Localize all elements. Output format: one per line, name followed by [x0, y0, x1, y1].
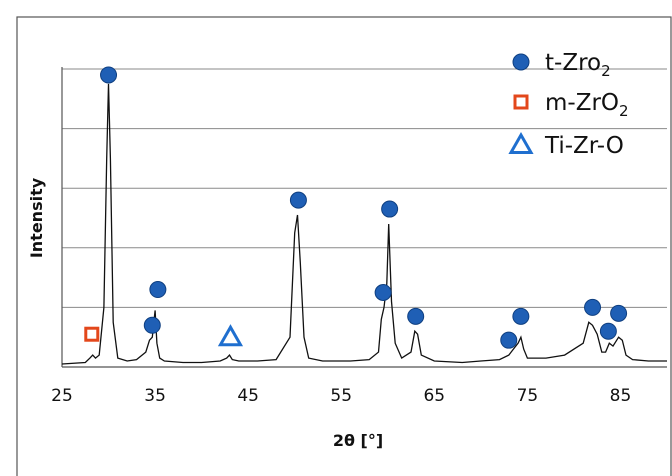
phase-marker [375, 285, 391, 301]
phase-marker [513, 308, 529, 324]
x-tick-label: 25 [51, 386, 73, 406]
phase-marker [408, 308, 424, 324]
legend-symbol-square [515, 96, 527, 108]
phase-marker [585, 299, 601, 315]
phase-marker [101, 67, 117, 83]
legend-label: t-Zro2 [545, 50, 611, 80]
phase-marker [611, 305, 627, 321]
x-tick-label: 85 [610, 386, 632, 406]
phase-marker [501, 332, 517, 348]
legend-symbol-circle [513, 54, 529, 70]
x-tick-label: 45 [237, 386, 259, 406]
y-axis-label: Intensity [27, 177, 46, 258]
x-tick-label: 75 [517, 386, 539, 406]
x-tick-label: 65 [423, 386, 445, 406]
x-tick-labels: 25 35 45 55 65 75 85 [51, 386, 631, 406]
legend: t-Zro2 m-ZrO2 Ti-Zr-O [511, 50, 629, 159]
legend-label: Ti-Zr-O [544, 133, 624, 159]
x-tick-label: 55 [330, 386, 352, 406]
legend-symbol-triangle [511, 135, 531, 153]
x-axis-label: 2θ [°] [333, 431, 383, 450]
chart-border [17, 17, 671, 476]
x-tick-label: 35 [144, 386, 166, 406]
phase-marker [150, 282, 166, 298]
phase-marker [220, 327, 240, 345]
phase-marker [600, 323, 616, 339]
phase-marker [290, 192, 306, 208]
legend-label: m-ZrO2 [545, 90, 629, 120]
phase-marker [144, 317, 160, 333]
phase-marker [382, 201, 398, 217]
phase-marker [86, 328, 98, 340]
